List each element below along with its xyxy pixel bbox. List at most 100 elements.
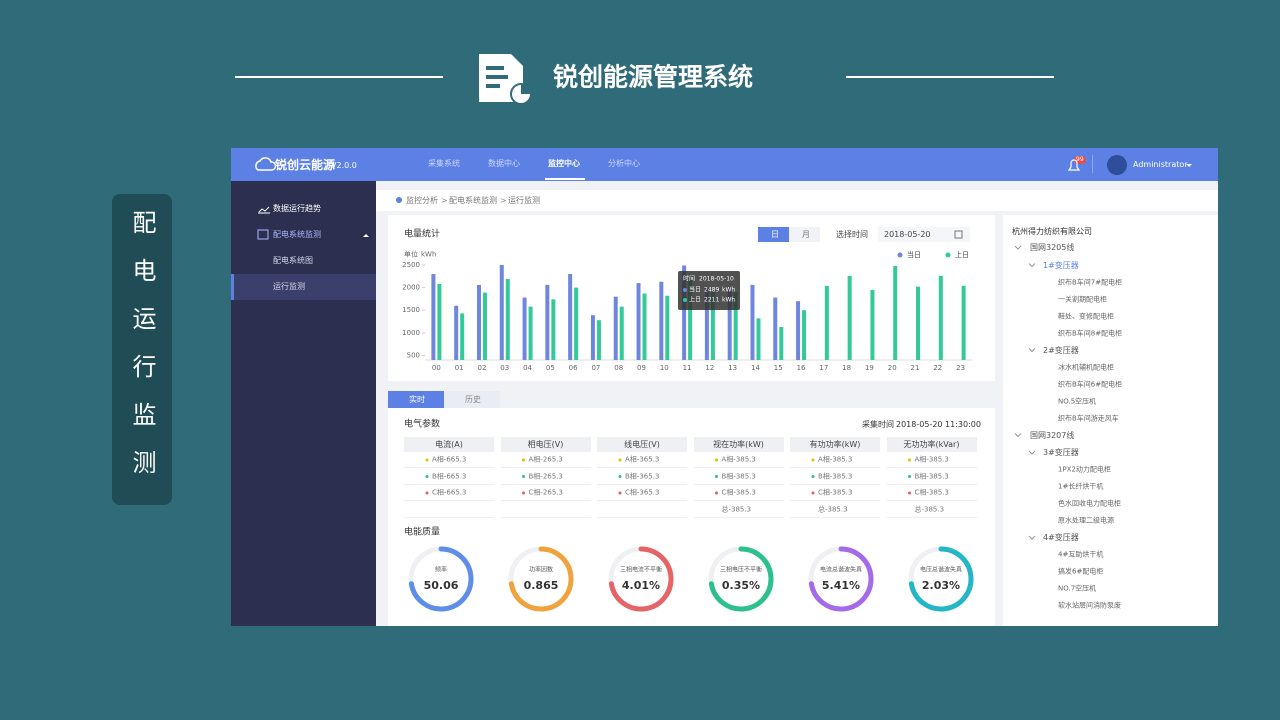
tab-label[interactable]: 实时 xyxy=(409,395,425,404)
tree-item[interactable]: 织布B车间游走风车 xyxy=(1058,414,1119,422)
nav-item[interactable]: 监控中心 xyxy=(548,159,580,168)
tree-item[interactable]: 1#长纤烘干机 xyxy=(1058,482,1104,491)
table-header-cell xyxy=(404,437,494,452)
tooltip-marker xyxy=(683,298,687,302)
submenu-item[interactable]: 配电系统图 xyxy=(273,256,313,265)
x-tick-label: 17 xyxy=(819,364,828,372)
tree-transformer[interactable]: 2#变压器 xyxy=(1043,345,1079,355)
bar xyxy=(710,292,715,360)
submenu-item[interactable]: 运行监测 xyxy=(273,282,305,291)
table-value: B相-665.3 xyxy=(432,472,467,480)
date-value[interactable]: 2018-05-20 xyxy=(884,230,931,239)
breadcrumb-bar xyxy=(376,190,1218,211)
table-value: 总-385.3 xyxy=(914,505,945,513)
bar xyxy=(545,284,550,360)
table-cell xyxy=(597,469,687,485)
bar xyxy=(551,299,556,360)
tree-item[interactable]: NO.7空压机 xyxy=(1058,584,1097,593)
menu-item[interactable]: 数据运行趋势 xyxy=(273,204,321,213)
gauge-arc xyxy=(708,546,774,612)
x-tick-label: 22 xyxy=(933,364,942,372)
tree-item[interactable]: 4#互助烘干机 xyxy=(1058,550,1104,559)
period-button[interactable] xyxy=(789,227,820,242)
tree-transformer[interactable]: 3#变压器 xyxy=(1043,448,1079,457)
gauge-label: 功率因数 xyxy=(529,566,553,574)
table-value: A相-265.3 xyxy=(528,455,563,464)
phase-dot xyxy=(715,491,718,495)
tree-item[interactable]: 织布B车间6#配电柜 xyxy=(1058,380,1123,388)
table-cell xyxy=(693,485,784,501)
table-value: C相-665.3 xyxy=(432,488,467,497)
title-rule xyxy=(235,76,443,78)
legend-label: 当日 xyxy=(907,250,921,259)
phase-dot xyxy=(618,475,622,478)
tree-line[interactable]: 国网3205线 xyxy=(1030,243,1075,252)
x-tick-label: 08 xyxy=(614,364,623,372)
nav-item[interactable]: 分析中心 xyxy=(608,159,640,168)
bar xyxy=(596,320,601,360)
tree-item[interactable]: NO.5空压机 xyxy=(1058,397,1097,405)
x-tick-label: 20 xyxy=(888,364,897,372)
tree-item[interactable]: 鞋处、变修配电柜 xyxy=(1058,312,1114,320)
x-tick-label: 19 xyxy=(865,364,874,372)
bar xyxy=(870,289,875,360)
x-tick-label: 14 xyxy=(751,364,760,372)
tree-item[interactable]: 一关割期配电柜 xyxy=(1058,295,1107,303)
table-value: 总-385.3 xyxy=(818,505,848,513)
period-label[interactable]: 日 xyxy=(771,230,779,239)
side-label: 配电运行监测 xyxy=(128,210,156,498)
tree-root[interactable]: 杭州得力纺织有限公司 xyxy=(1012,227,1092,236)
gauge-arc xyxy=(908,546,974,612)
tree-item[interactable]: 搞发6#配电柜 xyxy=(1058,567,1104,576)
nav-item[interactable]: 数据中心 xyxy=(488,159,520,168)
breadcrumb-item[interactable]: 运行监测 xyxy=(508,196,540,205)
table-cell xyxy=(886,502,977,518)
gauge-label: 三相电流不平衡 xyxy=(620,566,662,574)
tree-transformer[interactable]: 4#变压器 xyxy=(1043,533,1079,542)
tree-transformer[interactable]: 1#变压器 xyxy=(1043,260,1079,270)
app-header xyxy=(231,148,1218,181)
tooltip-series: 上日 xyxy=(689,296,701,304)
breadcrumb-item[interactable]: 配电系统监测 xyxy=(449,196,497,205)
phase-dot xyxy=(908,475,911,478)
breadcrumb-item[interactable]: 监控分析 xyxy=(406,196,438,205)
x-tick-label: 05 xyxy=(546,364,555,372)
tree-line[interactable]: 国网3207线 xyxy=(1030,430,1075,440)
menu-icon xyxy=(258,206,270,214)
gauge-value: 0.865 xyxy=(524,579,559,592)
bar xyxy=(454,305,459,360)
bar xyxy=(704,287,709,360)
bar xyxy=(659,281,664,360)
bar xyxy=(665,295,670,360)
period-button[interactable] xyxy=(758,227,789,242)
table-cell xyxy=(790,452,880,468)
tree-item[interactable]: 织布B车间7#配电柜 xyxy=(1058,278,1123,286)
date-input[interactable] xyxy=(878,227,970,242)
tree-item[interactable]: 织布B车间8#配电柜 xyxy=(1058,329,1123,337)
bell-icon xyxy=(1067,159,1081,171)
time-value: 2018-05-20 11:30:00 xyxy=(896,420,981,429)
tree-item[interactable]: 原水处理二级电源 xyxy=(1058,516,1114,525)
tree-item[interactable]: 1PX2动力配电柜 xyxy=(1058,465,1111,474)
user-name[interactable]: Administrator xyxy=(1133,160,1188,169)
bar xyxy=(619,306,624,360)
tree-item[interactable]: 冰水机辅机配电柜 xyxy=(1058,363,1114,371)
table-value: B相-385.3 xyxy=(914,472,949,480)
tree-item[interactable]: 色水回收电力配电柜 xyxy=(1058,499,1121,508)
period-label[interactable]: 月 xyxy=(802,230,810,239)
unit-label: 单位 xyxy=(404,250,418,259)
menu-item[interactable]: 配电系统监测 xyxy=(273,230,321,239)
bar xyxy=(916,286,921,360)
bar xyxy=(574,287,579,360)
legend-label: 上日 xyxy=(955,250,969,259)
breadcrumb-separator: > xyxy=(441,196,448,205)
tab-label[interactable]: 历史 xyxy=(465,395,481,404)
table-header-cell xyxy=(597,437,687,452)
bar xyxy=(642,293,647,360)
tab[interactable] xyxy=(444,391,500,408)
tree-item[interactable]: 软水站层间消防泵废 xyxy=(1058,601,1121,610)
nav-item[interactable]: 采集系统 xyxy=(428,159,460,168)
x-tick-label: 11 xyxy=(683,364,692,372)
logo-icon xyxy=(255,157,277,171)
tab[interactable] xyxy=(388,391,444,408)
